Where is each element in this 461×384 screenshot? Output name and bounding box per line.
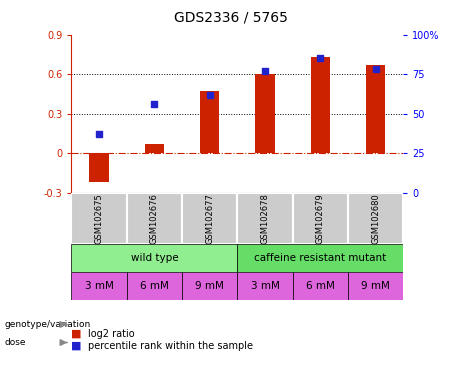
Text: 6 mM: 6 mM [306,281,335,291]
Text: GSM102678: GSM102678 [260,193,270,244]
Bar [71,193,127,244]
Bar [71,244,237,272]
Text: ■: ■ [71,329,82,339]
Bar [293,193,348,244]
Text: GSM102680: GSM102680 [371,193,380,244]
Bar [348,193,403,244]
Bar [127,193,182,244]
Text: 9 mM: 9 mM [361,281,390,291]
Bar [182,272,237,300]
Bar [127,272,182,300]
Point [372,66,379,73]
Text: GSM102679: GSM102679 [316,193,325,244]
Point [151,101,158,107]
Text: GDS2336 / 5765: GDS2336 / 5765 [173,11,288,25]
Text: caffeine resistant mutant: caffeine resistant mutant [254,253,386,263]
Bar [311,57,330,153]
Bar [182,193,237,244]
Text: dose: dose [5,338,26,347]
Bar [366,65,385,153]
Text: log2 ratio: log2 ratio [88,329,134,339]
Bar [293,272,348,300]
Text: GSM102677: GSM102677 [205,193,214,244]
Bar [237,193,293,244]
Bar [145,144,164,153]
Text: 3 mM: 3 mM [251,281,279,291]
Bar [237,244,403,272]
Bar [237,272,293,300]
Point [206,92,213,98]
Bar [71,272,127,300]
Text: GSM102676: GSM102676 [150,193,159,244]
Bar [255,74,275,153]
Text: ■: ■ [71,341,82,351]
Text: percentile rank within the sample: percentile rank within the sample [88,341,253,351]
Text: 9 mM: 9 mM [195,281,224,291]
Point [317,55,324,61]
Point [261,68,269,74]
Text: genotype/variation: genotype/variation [5,320,91,329]
Text: 3 mM: 3 mM [85,281,113,291]
Text: GSM102675: GSM102675 [95,193,104,244]
Text: 6 mM: 6 mM [140,281,169,291]
Text: wild type: wild type [130,253,178,263]
Bar [89,153,109,182]
Bar [200,91,219,153]
Point [95,131,103,137]
Bar [348,272,403,300]
